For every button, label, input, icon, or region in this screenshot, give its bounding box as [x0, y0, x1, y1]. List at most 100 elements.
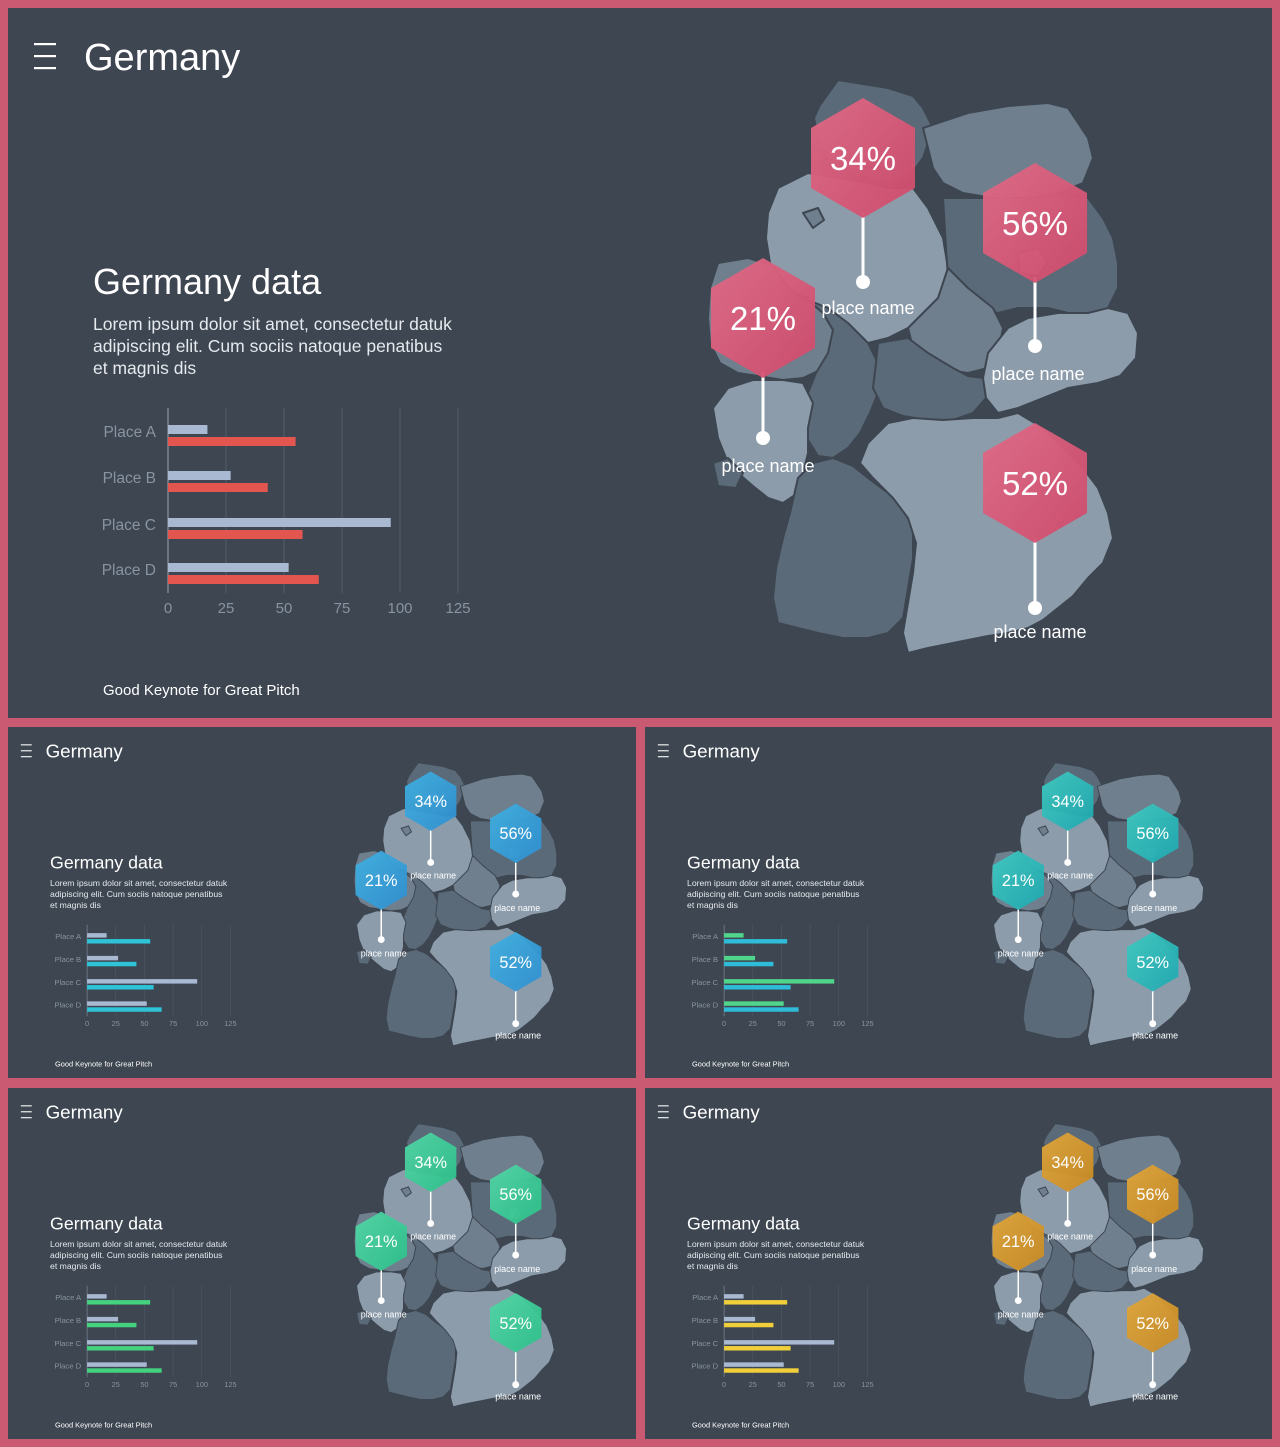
hexagon-badge	[1127, 1164, 1179, 1224]
map-marker[interactable]: 52% place name	[1127, 932, 1179, 1040]
bar-series-2	[168, 575, 319, 584]
region-baden-wuerttemberg[interactable]	[385, 1309, 456, 1400]
slide-canvas: Germany Germany data Lorem ipsum dolor sit…	[34, 37, 1139, 699]
category-label: Place D	[54, 1000, 81, 1009]
bar-chart: 0 25 50 75 100 125 Place A Place B Place C Place …	[54, 1285, 237, 1389]
region-baden-wuerttemberg[interactable]	[385, 948, 456, 1039]
marker-value: 56%	[499, 1186, 532, 1204]
region-thuringia[interactable]	[435, 889, 492, 932]
slide-thumbnail-teal[interactable]: Germany Germany data Lorem ipsum dolor sit…	[645, 727, 1272, 1078]
region-thuringia[interactable]	[872, 337, 987, 421]
region-saarland[interactable]	[993, 1309, 1009, 1326]
map-marker[interactable]: 56% place name	[983, 163, 1087, 384]
slide-thumbnail-gold[interactable]: Germany Germany data Lorem ipsum dolor sit…	[645, 1088, 1272, 1439]
marker-dot	[1028, 601, 1042, 615]
bar-chart: 0 25 50 75 100 125 Place A Place B Place C Place …	[691, 924, 874, 1028]
menu-icon-line	[20, 756, 32, 758]
region-saxony[interactable]	[1126, 874, 1205, 928]
x-tick-label: 100	[196, 1380, 208, 1389]
menu-icon[interactable]	[20, 1105, 32, 1119]
region-baden-wuerttemberg[interactable]	[772, 457, 914, 639]
marker-dot	[377, 1297, 385, 1305]
map-marker[interactable]: 21% place name	[711, 258, 815, 476]
marker-label: place name	[410, 870, 456, 880]
map-marker[interactable]: 52% place name	[1127, 1293, 1179, 1401]
menu-icon[interactable]	[657, 744, 669, 758]
region-bremen[interactable]	[400, 1186, 412, 1198]
region-bremen[interactable]	[1037, 1186, 1049, 1198]
map-marker[interactable]: 21% place name	[992, 850, 1044, 959]
menu-icon[interactable]	[34, 43, 56, 70]
section-heading: Germany data	[93, 261, 322, 302]
x-tick-label: 100	[833, 1019, 845, 1028]
region-saarland[interactable]	[356, 948, 372, 965]
footer-text: Good Keynote for Great Pitch	[103, 682, 300, 699]
map-marker[interactable]: 52% place name	[490, 1293, 542, 1401]
map-marker[interactable]: 21% place name	[355, 1211, 407, 1320]
region-thuringia[interactable]	[1072, 1250, 1129, 1293]
hexagon-badge	[1041, 1132, 1094, 1192]
region-saxony[interactable]	[1126, 1235, 1205, 1289]
region-baden-wuerttemberg[interactable]	[1022, 1309, 1093, 1400]
map-marker[interactable]: 34% place name	[404, 771, 457, 880]
section-heading: Germany data	[50, 852, 163, 872]
body-text-line: Lorem ipsum dolor sit amet, consectetur …	[93, 314, 452, 334]
marker-dot	[1149, 890, 1157, 898]
region-saarland[interactable]	[356, 1309, 372, 1326]
region-bremen[interactable]	[400, 825, 412, 837]
hexagon-badge	[983, 423, 1087, 543]
category-label: Place C	[691, 978, 718, 987]
x-tick-label: 125	[224, 1380, 236, 1389]
bar-series-1	[724, 955, 756, 961]
marker-label: place name	[1132, 1030, 1178, 1040]
bar-chart: 0 25 50 75 100 125 Place A Place B Place C Place …	[102, 408, 471, 617]
region-saxony[interactable]	[489, 874, 568, 928]
map-marker[interactable]: 21% place name	[992, 1211, 1044, 1320]
region-saarland[interactable]	[993, 948, 1009, 965]
slide-thumbnail-blue[interactable]: Germany Germany data Lorem ipsum dolor sit…	[8, 727, 636, 1078]
map-marker[interactable]: 56% place name	[1127, 1164, 1179, 1274]
bar-series-1	[87, 1340, 198, 1345]
map-marker[interactable]: 52% place name	[490, 932, 542, 1040]
x-tick-label: 0	[85, 1380, 89, 1389]
menu-icon[interactable]	[20, 744, 32, 758]
bar-series-2	[724, 1346, 791, 1351]
map-marker[interactable]: 56% place name	[1127, 803, 1179, 913]
region-bremen[interactable]	[1037, 825, 1049, 837]
marker-label: place name	[993, 622, 1086, 642]
map-marker[interactable]: 34% place name	[1041, 771, 1094, 880]
hexagon-badge	[490, 932, 542, 992]
map-marker[interactable]: 34% place name	[404, 1132, 457, 1241]
marker-value: 52%	[1002, 465, 1068, 502]
map-marker[interactable]: 34% place name	[811, 98, 915, 318]
region-saxony[interactable]	[489, 1235, 568, 1289]
bar-series-2	[724, 939, 788, 944]
bar-series-1	[87, 1294, 107, 1299]
menu-icon[interactable]	[657, 1105, 669, 1119]
bar-series-1	[87, 933, 107, 938]
region-thuringia[interactable]	[1072, 889, 1129, 932]
category-label: Place B	[55, 955, 81, 964]
slide-canvas: Germany Germany data Lorem ipsum dolor sit…	[20, 1102, 568, 1430]
menu-icon-line	[34, 55, 56, 58]
region-baden-wuerttemberg[interactable]	[1022, 948, 1093, 1039]
hexagon-badge	[992, 850, 1044, 910]
slide-thumbnail-green[interactable]: Germany Germany data Lorem ipsum dolor sit…	[8, 1088, 636, 1439]
slide-title: Germany	[683, 1102, 761, 1123]
body-text-line: Lorem ipsum dolor sit amet, consectetur …	[687, 1239, 865, 1249]
map-marker[interactable]: 21% place name	[355, 850, 407, 959]
region-thuringia[interactable]	[435, 1250, 492, 1293]
region-saarland[interactable]	[712, 457, 744, 489]
x-tick-label: 25	[218, 600, 235, 617]
map-marker[interactable]: 34% place name	[1041, 1132, 1094, 1241]
marker-dot	[427, 858, 435, 866]
map-marker[interactable]: 56% place name	[490, 803, 542, 913]
menu-icon-line	[657, 1111, 669, 1113]
x-tick-label: 75	[806, 1019, 814, 1028]
bar-series-1	[724, 1316, 756, 1322]
slide-canvas: Germany Germany data Lorem ipsum dolor sit…	[20, 741, 568, 1069]
map-marker[interactable]: 56% place name	[490, 1164, 542, 1274]
region-bremen[interactable]	[802, 207, 825, 229]
region-saxony[interactable]	[982, 307, 1139, 414]
map-marker[interactable]: 52% place name	[983, 423, 1087, 642]
